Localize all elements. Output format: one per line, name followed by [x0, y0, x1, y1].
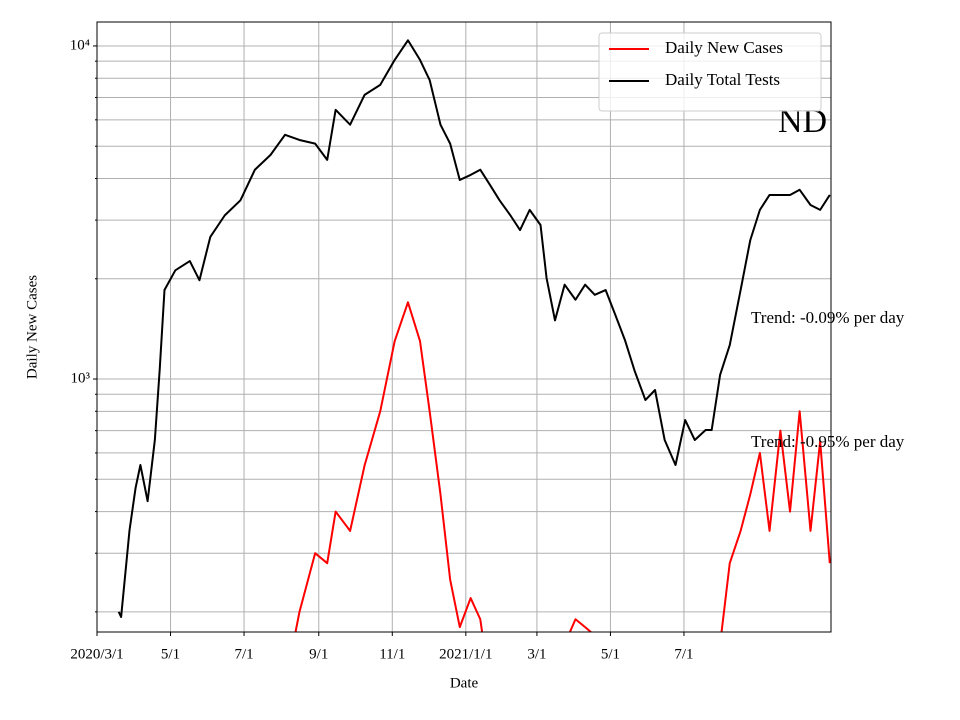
x-tick-label: 5/1 [161, 646, 180, 662]
x-tick-label: 2020/3/1 [70, 646, 123, 662]
plot-area [117, 39, 831, 632]
x-tick-label: 7/1 [234, 646, 253, 662]
legend-box [598, 32, 822, 112]
legend-label: Daily Total Tests [665, 70, 780, 89]
x-tick-label: 11/1 [379, 646, 405, 662]
data-line [117, 39, 831, 619]
plot-frame [96, 21, 832, 633]
x-tick-label: 2021/1/1 [439, 646, 492, 662]
y-axis-label: Daily New Cases [24, 275, 40, 379]
x-axis-label: Date [450, 675, 479, 691]
annotation: Trend: -0.09% per day [751, 308, 905, 327]
x-tick-label: 9/1 [309, 646, 328, 662]
annotation: Trend: -0.95% per day [751, 432, 905, 451]
y-tick-label: 10⁴ [70, 37, 90, 53]
legend-label: Daily New Cases [665, 38, 783, 57]
y-tick-label: 10³ [71, 370, 91, 386]
x-tick-label: 7/1 [674, 646, 693, 662]
x-tick-label: 5/1 [601, 646, 620, 662]
x-tick-label: 3/1 [527, 646, 546, 662]
